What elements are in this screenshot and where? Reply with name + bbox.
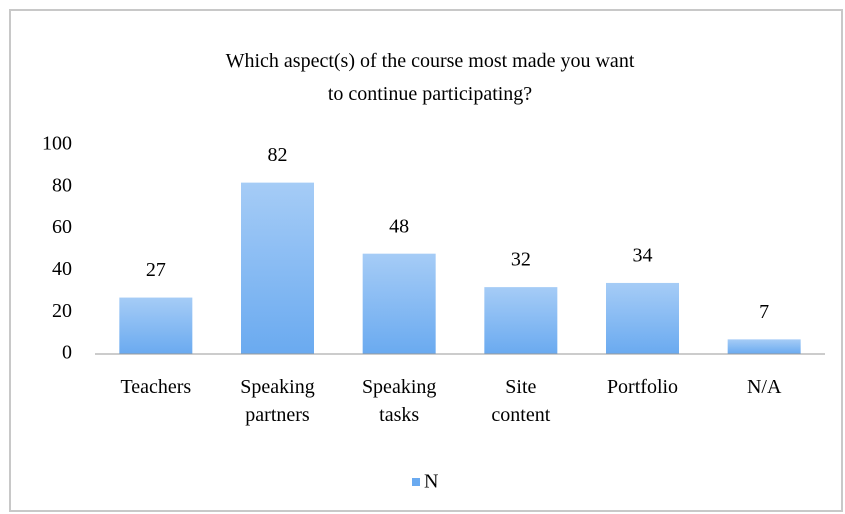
bar	[606, 282, 679, 354]
bar	[484, 287, 558, 354]
y-tick-label: 20	[52, 300, 72, 322]
data-label: 27	[146, 259, 166, 281]
bar	[727, 339, 801, 354]
legend-swatch	[412, 478, 420, 486]
bar	[119, 297, 193, 354]
data-label: 82	[268, 144, 288, 166]
x-tick-label: Teachers	[120, 376, 191, 398]
x-tick-label: Portfolio	[607, 376, 678, 398]
y-tick-label: 80	[52, 174, 72, 196]
y-tick-label: 60	[52, 216, 72, 238]
data-label: 48	[389, 215, 409, 237]
chart-title: Which aspect(s) of the course most made …	[226, 50, 635, 105]
y-tick-label: 40	[52, 258, 72, 280]
data-label: 7	[759, 301, 769, 323]
data-label: 32	[511, 249, 531, 271]
x-tick-label: Speaking partners	[240, 376, 314, 426]
y-tick-label: 0	[62, 342, 72, 364]
bar	[362, 253, 436, 354]
x-tick-label: Speaking tasks	[362, 376, 436, 426]
x-tick-label: N/A	[747, 376, 782, 398]
x-tick-label: Site content	[491, 376, 550, 426]
data-label: 34	[633, 245, 653, 267]
bar	[241, 182, 314, 354]
legend-label: N	[424, 471, 438, 493]
y-tick-label: 100	[42, 133, 72, 155]
